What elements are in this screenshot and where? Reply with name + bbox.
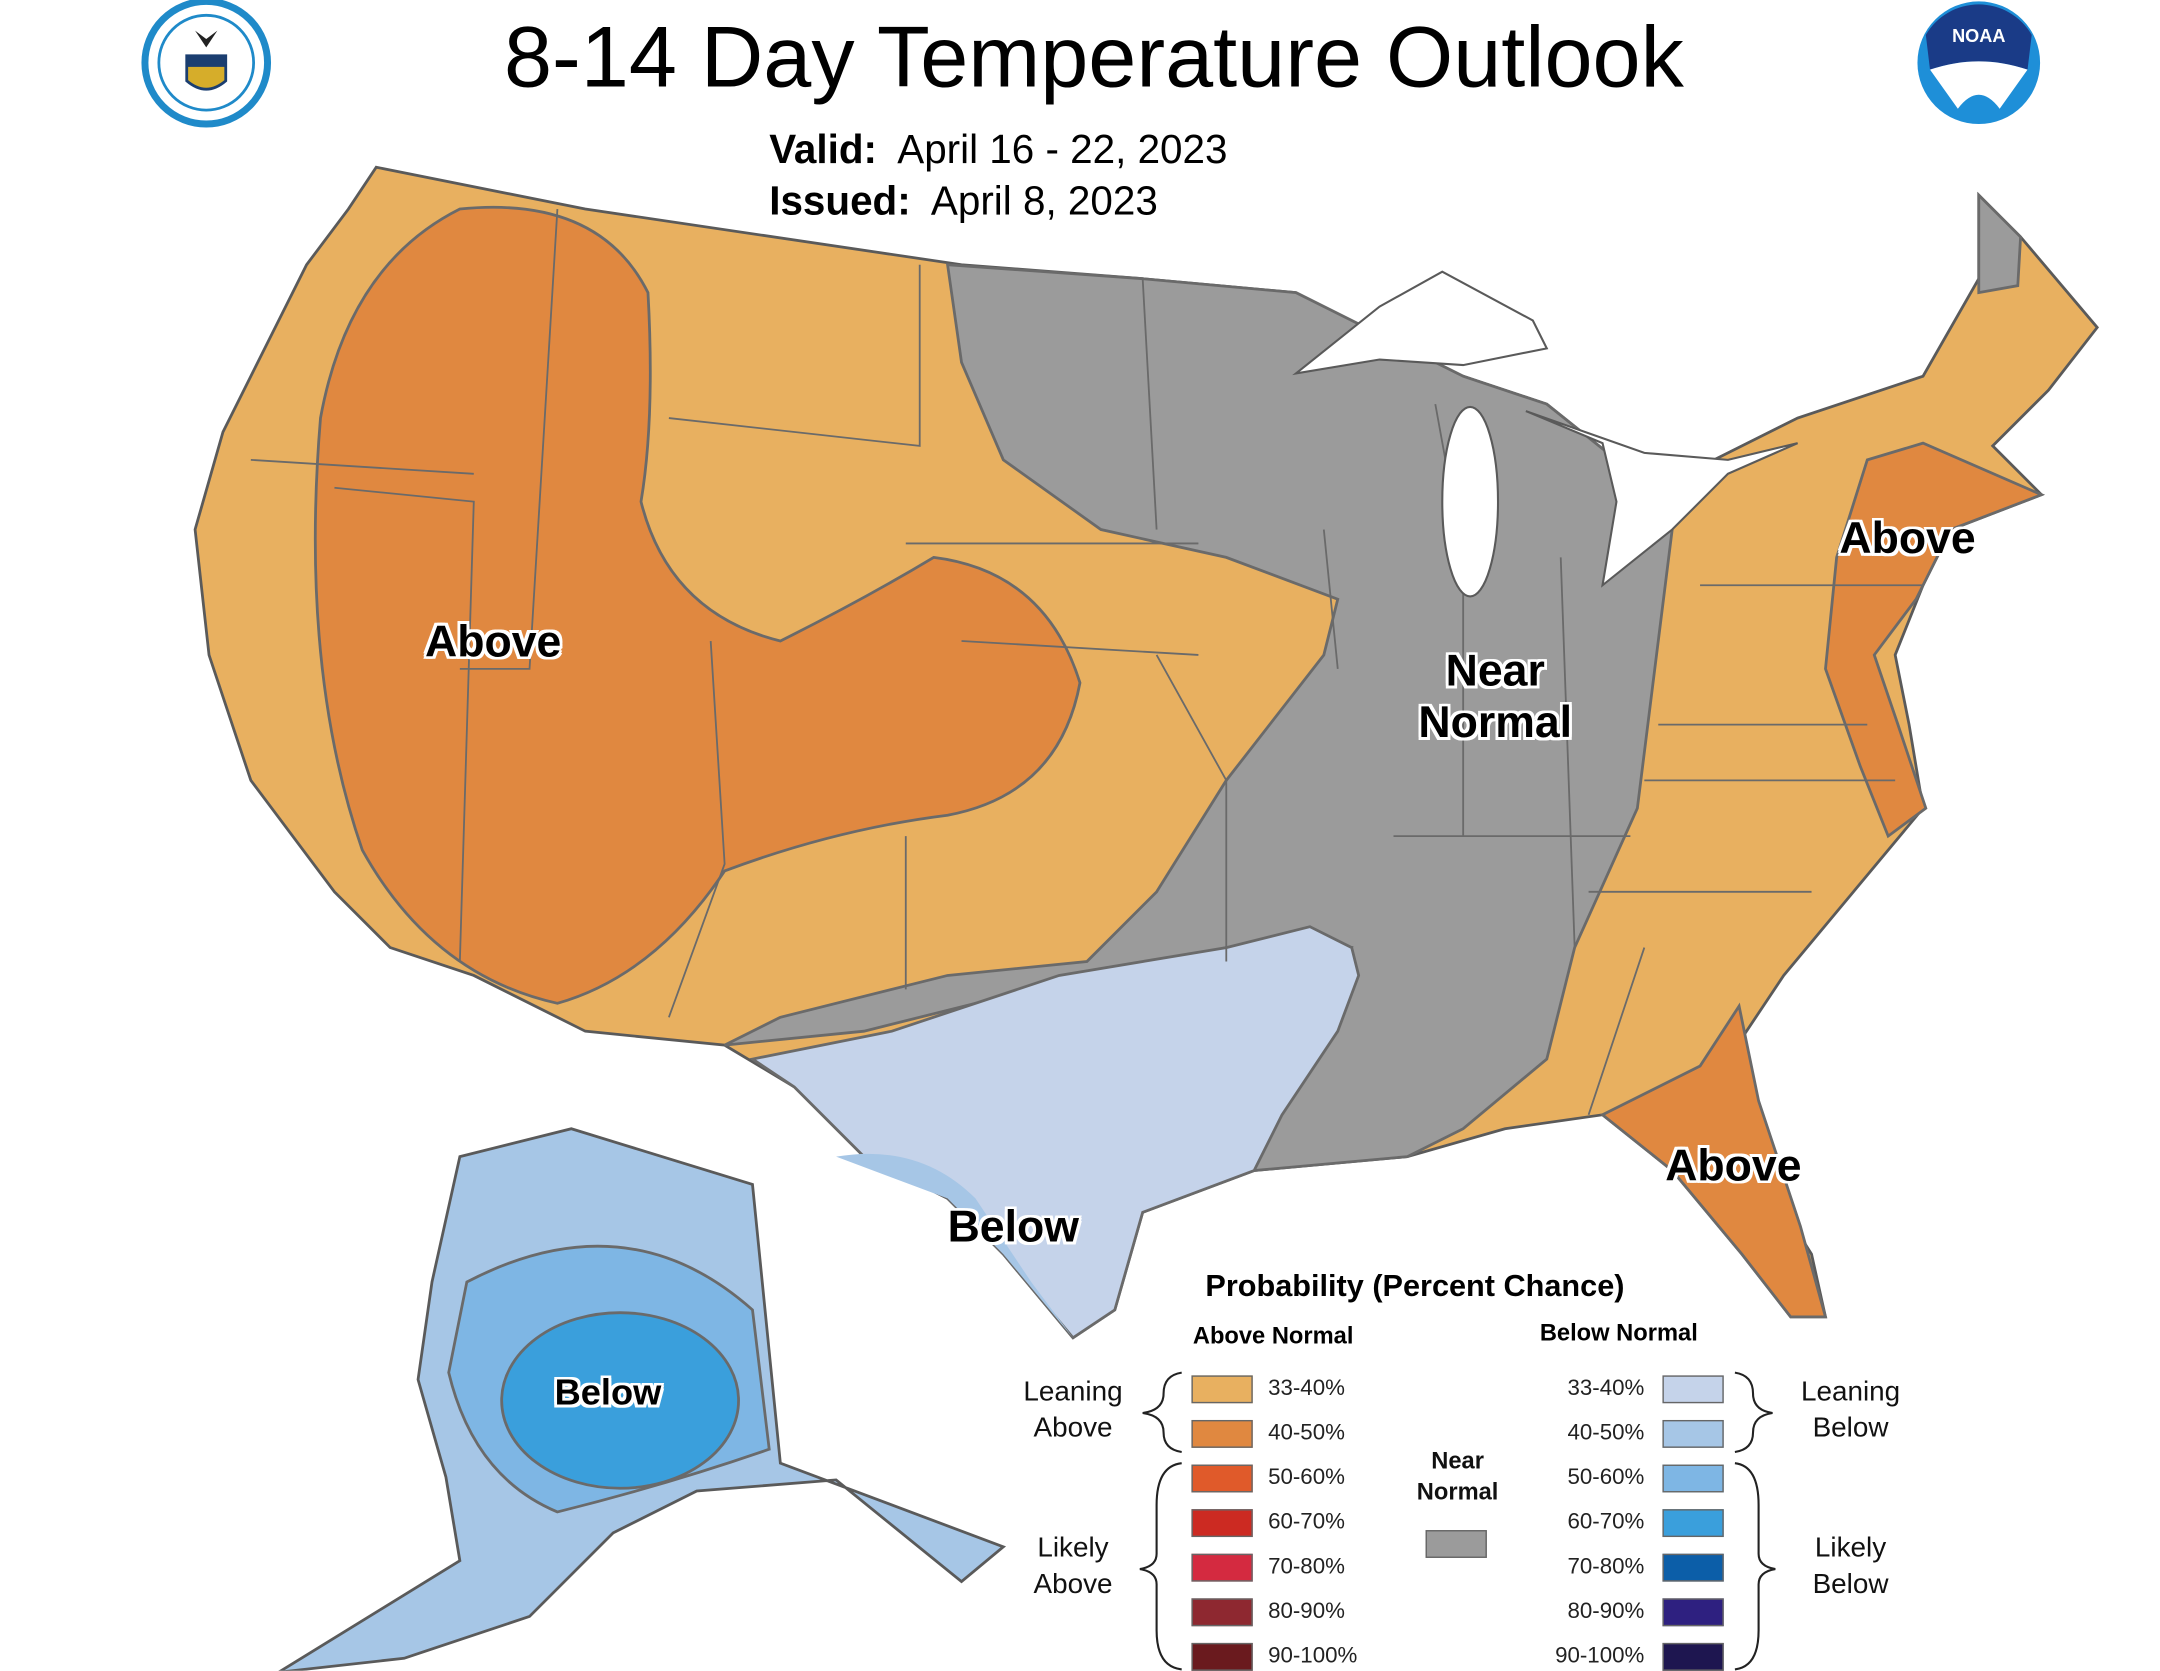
legend-below-swatch [1662, 1509, 1724, 1538]
legend-below-range: 80-90% [1567, 1599, 1645, 1624]
valid-label: Valid: [769, 128, 878, 173]
legend-likely-below: Likely Below [1778, 1530, 1923, 1602]
map-label-west: Above [425, 615, 562, 667]
leaning-above-line1: Leaning [1023, 1376, 1123, 1408]
issued-value: April 8, 2023 [930, 179, 1158, 225]
florida-above-40-region [1599, 1002, 1828, 1319]
legend-above-range: 70-80% [1268, 1555, 1345, 1579]
great-lakes [1292, 270, 1799, 598]
legend-above-swatch [1191, 1598, 1253, 1627]
commerce-seal-logo [141, 0, 272, 128]
issued-label: Issued: [769, 179, 911, 225]
valid-value: April 16 - 22, 2023 [897, 128, 1228, 173]
near-normal-line1: Near [1431, 1447, 1484, 1475]
legend-below-swatch [1662, 1642, 1724, 1671]
legend-below-swatch [1662, 1598, 1724, 1627]
legend-above-swatch [1191, 1553, 1253, 1582]
legend-below-range: 70-80% [1567, 1555, 1645, 1579]
leaning-below-line1: Leaning [1800, 1376, 1901, 1408]
legend-braces [1139, 1371, 1776, 1671]
map-label-near: Near [1445, 645, 1545, 696]
state-borders [250, 208, 1924, 1116]
legend-above-range: 50-60% [1268, 1465, 1345, 1490]
map-label-normal: Normal [1418, 696, 1573, 747]
map-label-near-normal: Near Normal [1405, 645, 1586, 748]
maine-near-normal-region [1977, 191, 2023, 295]
likely-above-line1: Likely [1037, 1532, 1109, 1564]
legend-above-range: 33-40% [1268, 1376, 1345, 1401]
legend-above-swatch [1191, 1419, 1253, 1448]
legend-above-swatch [1191, 1642, 1253, 1671]
legend-title: Probability (Percent Chance) [1205, 1268, 1625, 1303]
legend-below-range: 50-60% [1567, 1465, 1645, 1490]
legend-below-range: 33-40% [1567, 1376, 1645, 1401]
legend-above-swatch [1191, 1375, 1253, 1404]
legend-below-swatch [1662, 1419, 1724, 1448]
northeast-above-40-region [1824, 441, 2046, 839]
legend-near-normal-swatch [1425, 1530, 1487, 1558]
likely-below-line1: Likely [1814, 1532, 1887, 1564]
legend-below-swatch [1662, 1375, 1724, 1404]
legend-above-range: 60-70% [1268, 1510, 1345, 1535]
map-label-florida: Above [1665, 1139, 1802, 1191]
legend-above-header: Above Normal [1192, 1322, 1354, 1349]
legend-below-swatch [1662, 1464, 1724, 1493]
alaska-below-60-region [500, 1311, 740, 1490]
legend-leaning-above: Leaning Above [1001, 1374, 1146, 1446]
legend-below-range: 40-50% [1567, 1421, 1645, 1446]
legend-below-swatch [1662, 1553, 1724, 1582]
svg-text:NOAA: NOAA [1952, 26, 2005, 46]
issued-date: Issued: April 8, 2023 [769, 180, 1158, 226]
legend-above-range: 40-50% [1268, 1421, 1345, 1446]
legend-likely-above: Likely Above [1001, 1530, 1146, 1602]
legend-above-range: 80-90% [1268, 1599, 1345, 1624]
page-title: 8-14 Day Temperature Outlook [503, 9, 1684, 106]
near-normal-line2: Normal [1416, 1478, 1499, 1506]
legend-above-range: 90-100% [1268, 1644, 1358, 1669]
west-above-40-region [313, 205, 1082, 1005]
legend-below-header: Below Normal [1539, 1319, 1698, 1347]
map-label-northeast: Above [1839, 512, 1976, 563]
legend-below-range: 60-70% [1567, 1510, 1645, 1535]
likely-below-line2: Below [1812, 1569, 1889, 1600]
leaning-above-line2: Above [1033, 1413, 1113, 1444]
legend-above-swatch [1191, 1464, 1253, 1493]
texas-below-40-region [836, 1153, 1073, 1338]
legend-leaning-below: Leaning Below [1778, 1374, 1923, 1446]
leaning-below-line2: Below [1812, 1413, 1889, 1444]
map-label-texas: Below [947, 1201, 1079, 1252]
map-label-alaska: Below [554, 1371, 662, 1414]
legend-above-swatch [1191, 1509, 1253, 1538]
noaa-logo: NOAA [1917, 1, 2041, 125]
legend-below-range: 90-100% [1555, 1644, 1645, 1669]
valid-dates: Valid: April 16 - 22, 2023 [769, 128, 1227, 174]
legend-near-normal: Near Normal [1394, 1446, 1522, 1508]
likely-above-line2: Above [1033, 1569, 1113, 1600]
